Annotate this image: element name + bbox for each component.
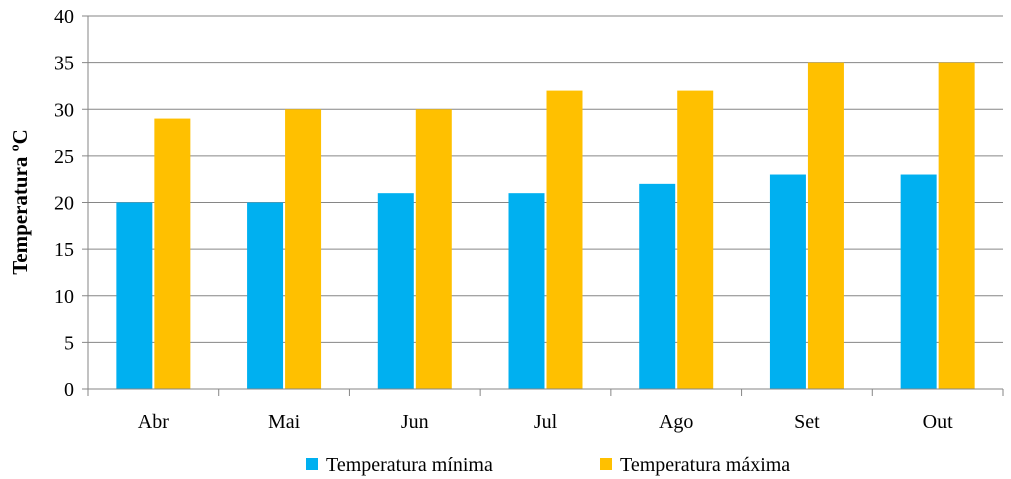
y-tick-label: 30 <box>54 99 74 121</box>
y-tick-label: 25 <box>54 146 74 168</box>
x-tick-label: Set <box>794 411 820 433</box>
y-tick-label: 15 <box>54 239 74 261</box>
legend-swatch-1 <box>600 458 612 470</box>
y-tick-label: 5 <box>64 332 74 354</box>
y-tick-label: 35 <box>54 53 74 75</box>
y-tick-label: 20 <box>54 193 74 215</box>
y-tick-label: 10 <box>54 286 74 308</box>
bar-min-ago <box>639 183 676 389</box>
x-tick-label: Jun <box>401 411 429 433</box>
legend-swatch-0 <box>306 458 318 470</box>
x-axis-ticks: Abr Mai Jun Jul Ago Set Out <box>87 389 1004 433</box>
x-tick-label: Mai <box>268 411 301 433</box>
legend-label-0: Temperatura mínima <box>326 454 493 476</box>
x-tick-label: Jul <box>534 411 558 433</box>
y-axis-ticks: 0 5 10 15 20 25 30 35 40 <box>54 6 88 401</box>
bar-min-mai <box>247 202 284 389</box>
x-tick-label: Out <box>923 411 953 433</box>
x-tick-label: Abr <box>138 411 169 433</box>
legend-label-1: Temperatura máxima <box>620 454 790 476</box>
legend: Temperatura mínima Temperatura máxima <box>306 454 790 476</box>
bar-min-jun <box>377 193 414 389</box>
bar-max-mai <box>285 109 322 389</box>
y-tick-label: 40 <box>54 6 74 28</box>
bar-max-abr <box>154 118 191 389</box>
y-tick-label: 0 <box>64 379 74 401</box>
bar-max-ago <box>677 90 714 389</box>
y-axis-label: Temperatura ºC <box>8 129 32 275</box>
x-tick-label: Ago <box>659 411 693 433</box>
bar-min-jul <box>508 193 545 389</box>
gridlines <box>88 15 1003 343</box>
bars <box>116 62 975 389</box>
bar-max-out <box>938 62 975 389</box>
bar-min-abr <box>116 202 153 389</box>
bar-max-jun <box>415 109 452 389</box>
bar-max-jul <box>546 90 583 389</box>
bar-max-set <box>807 62 844 389</box>
bar-min-out <box>900 174 937 389</box>
bar-min-set <box>769 174 806 389</box>
